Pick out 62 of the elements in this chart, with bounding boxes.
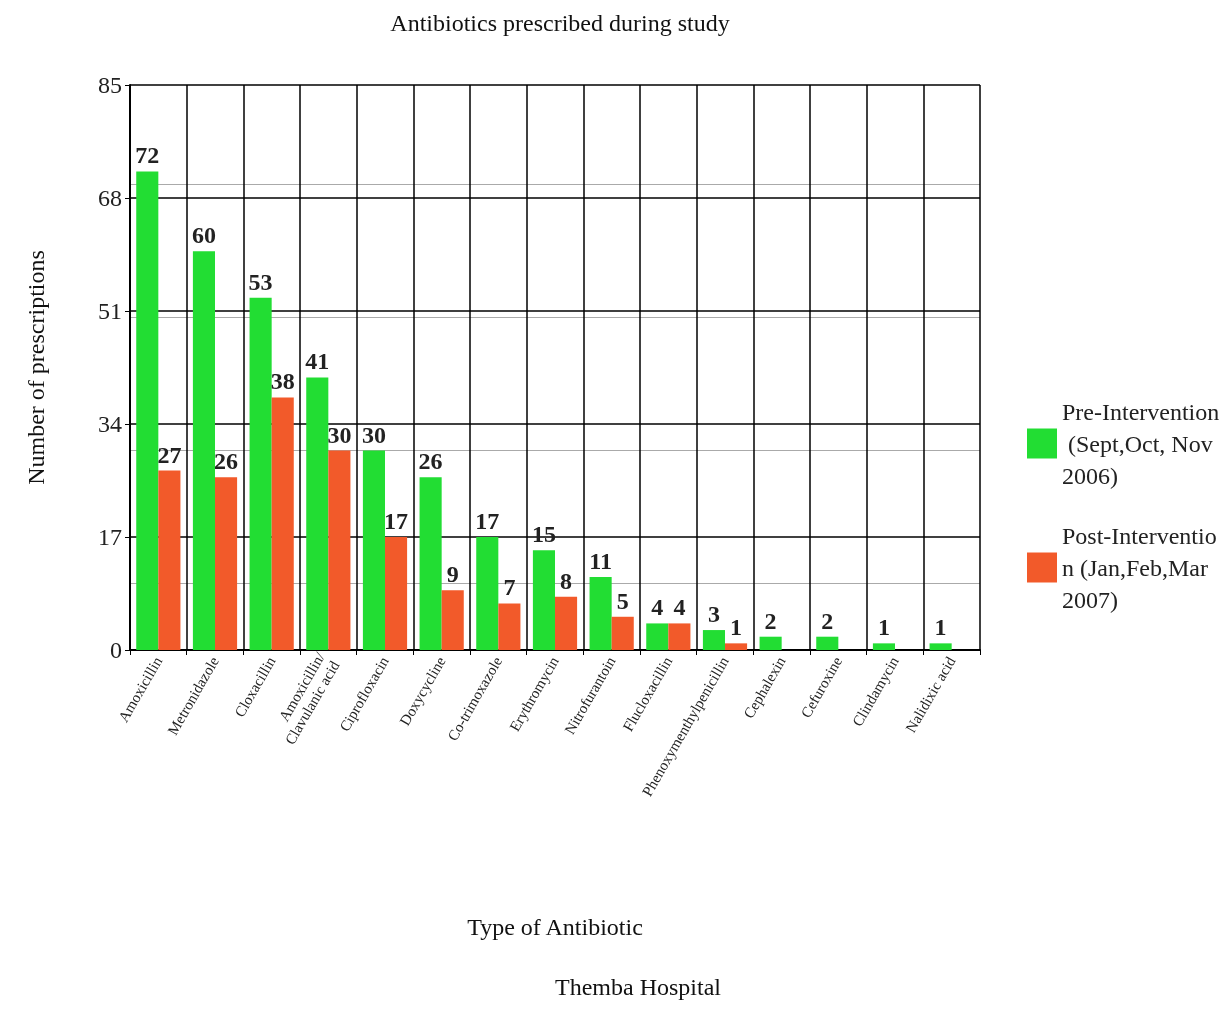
bar bbox=[702, 630, 725, 650]
data-label: 5 bbox=[616, 587, 629, 614]
data-label: 2 bbox=[764, 607, 777, 634]
bar bbox=[362, 450, 385, 650]
data-label: 27 bbox=[157, 441, 182, 468]
data-label: 17 bbox=[475, 508, 500, 534]
data-label: 3 bbox=[707, 601, 720, 628]
y-tick-label: 51 bbox=[98, 298, 122, 324]
data-label: 41 bbox=[305, 348, 330, 375]
bar bbox=[192, 251, 215, 650]
bar bbox=[646, 623, 669, 650]
bar bbox=[328, 450, 351, 650]
y-axis-title: Number of prescriptions bbox=[23, 250, 49, 485]
data-label: 7 bbox=[503, 574, 516, 601]
data-label: 1 bbox=[730, 614, 743, 641]
bar bbox=[929, 643, 952, 650]
data-label: 1 bbox=[934, 614, 947, 641]
bar bbox=[555, 596, 578, 650]
bar bbox=[611, 616, 634, 650]
bar bbox=[498, 603, 521, 650]
x-axis-title: Type of Antibiotic bbox=[467, 914, 643, 940]
bar bbox=[136, 171, 159, 650]
bar bbox=[306, 377, 329, 650]
data-label: 53 bbox=[248, 268, 273, 295]
bar bbox=[725, 643, 748, 650]
bar bbox=[441, 590, 464, 650]
bar bbox=[589, 576, 612, 650]
y-tick-label: 17 bbox=[98, 524, 122, 550]
data-label: 11 bbox=[589, 547, 612, 574]
data-label: 30 bbox=[361, 421, 386, 448]
y-tick-label: 85 bbox=[98, 72, 122, 98]
legend-label: Pre-Intervention (Sept,Oct, Nov 2006) bbox=[1062, 398, 1220, 489]
data-label: 72 bbox=[135, 142, 160, 169]
bar bbox=[271, 397, 294, 650]
bar bbox=[872, 643, 895, 650]
bar bbox=[249, 297, 272, 650]
y-tick-label: 0 bbox=[110, 637, 122, 663]
legend-label: Post-Intervention (Jan,Feb,Mar 2007) bbox=[1062, 522, 1217, 613]
data-label: 30 bbox=[327, 421, 352, 448]
y-tick-label: 68 bbox=[98, 185, 122, 211]
data-label: 17 bbox=[384, 508, 409, 534]
bar bbox=[532, 550, 555, 650]
data-label: 26 bbox=[214, 448, 239, 475]
bar bbox=[759, 636, 782, 650]
bar bbox=[476, 537, 499, 650]
data-label: 4 bbox=[673, 594, 686, 621]
bar bbox=[385, 537, 408, 650]
chart-title: Antibiotics prescribed during study bbox=[390, 10, 730, 36]
bar bbox=[158, 470, 181, 650]
text: Themba Hospital bbox=[555, 974, 722, 1000]
bar bbox=[215, 477, 238, 650]
y-tick-label: 34 bbox=[98, 411, 122, 437]
data-label: 8 bbox=[560, 567, 573, 594]
data-label: 4 bbox=[651, 594, 664, 621]
data-label: 9 bbox=[446, 561, 459, 588]
data-label: 1 bbox=[877, 614, 890, 641]
bar bbox=[816, 636, 839, 650]
data-label: 2 bbox=[821, 607, 834, 634]
data-label: 60 bbox=[191, 222, 216, 249]
data-label: 26 bbox=[418, 448, 443, 475]
bar bbox=[419, 477, 442, 650]
bar bbox=[668, 623, 691, 650]
